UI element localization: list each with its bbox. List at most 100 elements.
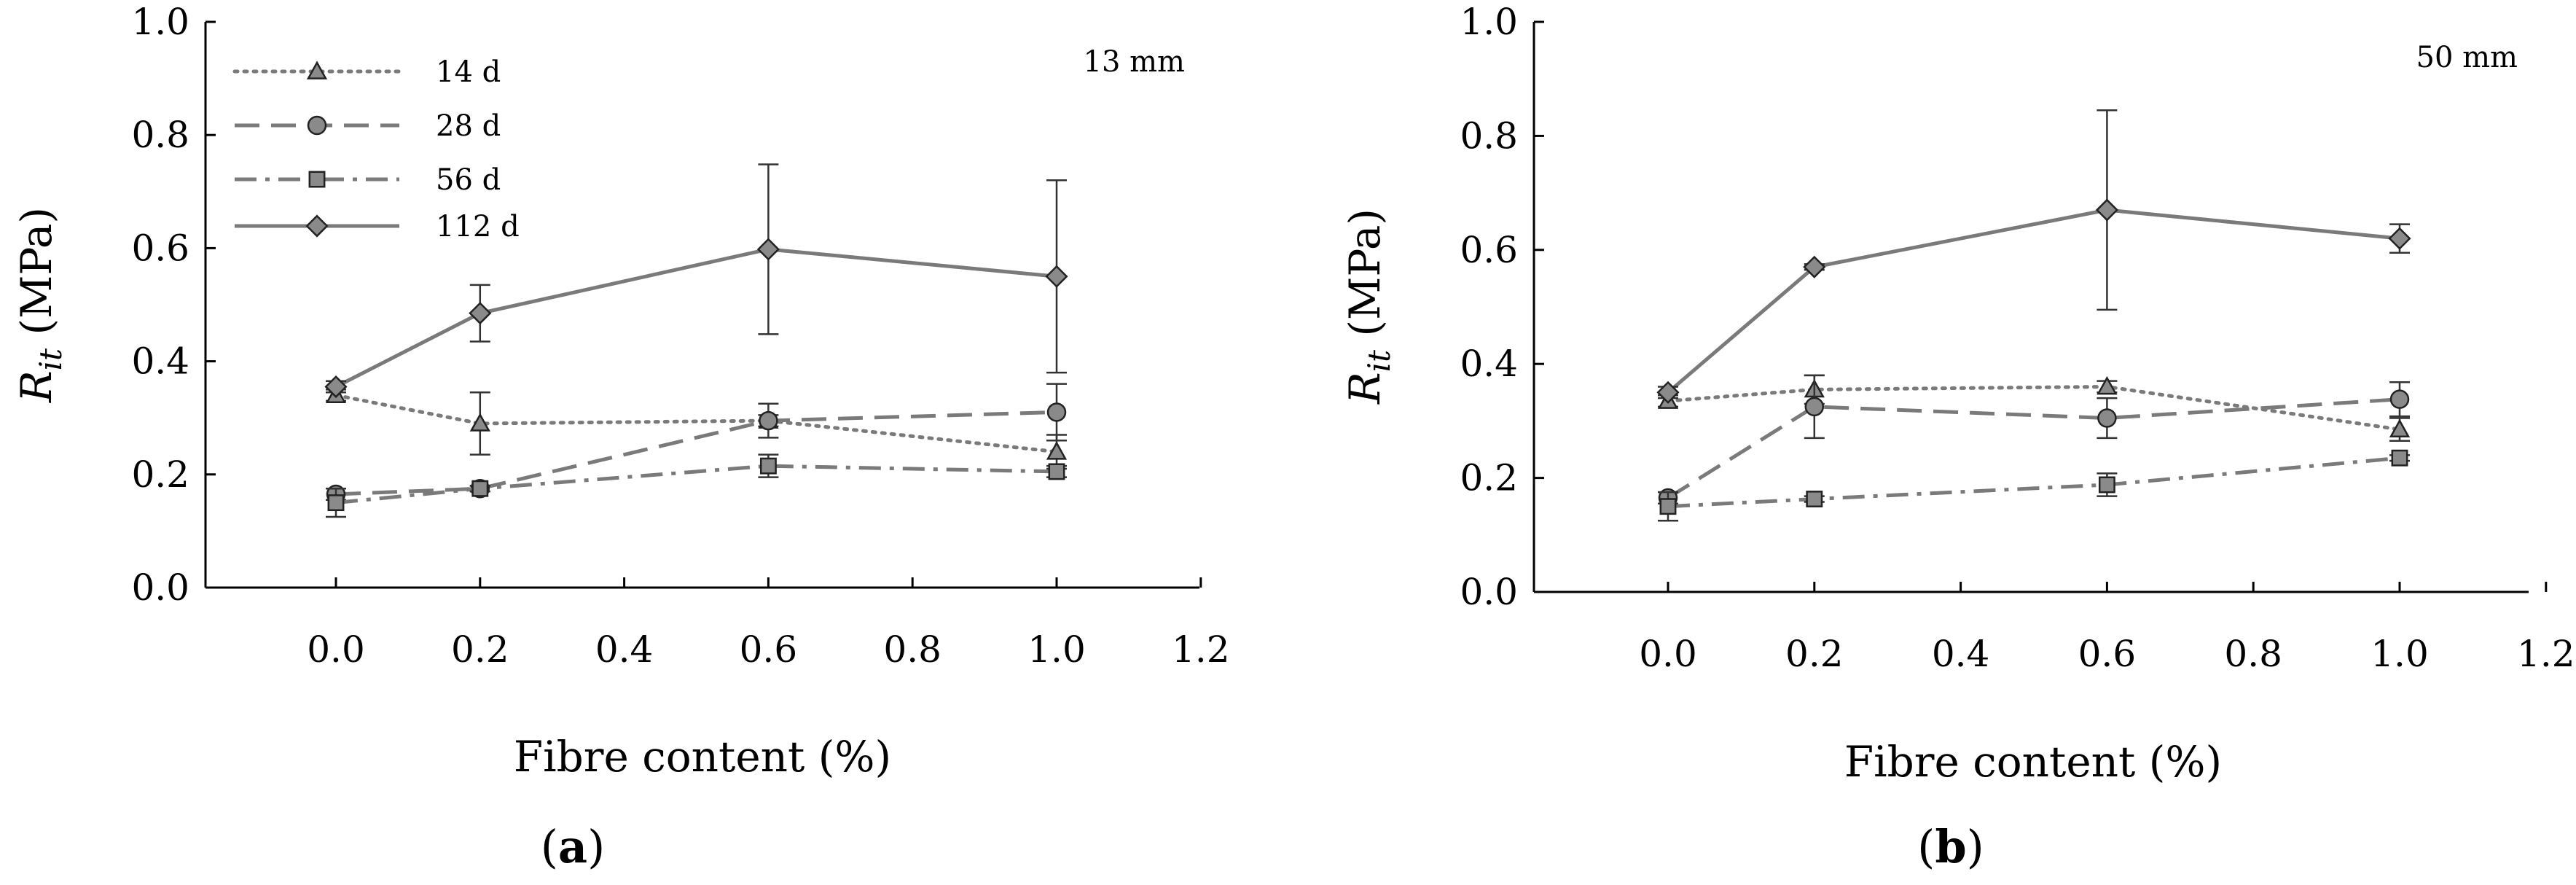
x-tick-label: 0.4	[1932, 633, 1990, 675]
x-tick-label: 0.4	[595, 628, 654, 671]
panel-label-letter: b	[1935, 820, 1966, 873]
x-ticks: 0.0 0.2 0.4 0.6 0.8 1.0 1.2	[1639, 582, 2575, 675]
y-axis-title-sub: it	[33, 348, 68, 370]
series-line	[335, 464, 1057, 505]
series-56-d	[326, 453, 1067, 518]
panel-label-open: (	[1917, 820, 1935, 873]
y-axis-title: Rit (MPa)	[1340, 208, 1397, 405]
x-tick-label: 0.2	[1785, 633, 1844, 675]
series-14-d	[1657, 374, 2411, 442]
series-28-d	[326, 383, 1067, 504]
data-point	[1045, 265, 1068, 288]
data-point	[759, 457, 777, 475]
panel-label: (a)	[541, 820, 606, 873]
series-14-d	[325, 384, 1068, 470]
data-point	[469, 302, 492, 325]
y-tick-label: 0.6	[131, 227, 189, 269]
data-point	[1659, 498, 1677, 515]
series-line	[334, 393, 1059, 454]
chart-annotation: 13 mm	[1084, 45, 1185, 79]
legend-entry: 28 d	[235, 109, 501, 143]
x-axis-title: Fibre content (%)	[1844, 737, 2222, 787]
x-ticks: 0.0 0.2 0.4 0.6 0.8 1.0 1.2	[307, 577, 1230, 671]
y-axis-title-main: R	[12, 370, 61, 403]
series-group	[324, 163, 1068, 518]
legend-label: 112 d	[436, 210, 520, 243]
series-line	[335, 410, 1057, 496]
legend-marker	[308, 171, 326, 188]
series-line	[334, 247, 1057, 389]
series-112-d	[1656, 109, 2411, 404]
data-point	[2389, 389, 2410, 409]
x-tick-label: 0.0	[307, 628, 365, 671]
data-point	[471, 480, 489, 497]
data-point	[2389, 418, 2411, 437]
legend-entry: 112 d	[235, 210, 520, 243]
data-point	[2391, 449, 2408, 467]
legend-marker	[307, 115, 327, 136]
series-group	[1656, 109, 2411, 522]
data-point	[469, 413, 490, 432]
x-tick-label: 1.2	[2517, 633, 2575, 675]
data-point	[324, 375, 348, 399]
data-point	[1804, 397, 1825, 417]
y-axis-title-main: R	[1340, 372, 1390, 405]
y-tick-label: 0.2	[131, 453, 189, 496]
y-tick-label: 1.0	[131, 1, 189, 43]
y-tick-label: 0.2	[1460, 457, 1518, 499]
x-tick-label: 1.2	[1172, 628, 1230, 671]
y-tick-label: 0.0	[131, 566, 189, 609]
data-point	[1656, 381, 1680, 404]
legend-marker	[306, 61, 328, 79]
data-point	[756, 238, 780, 261]
chart-annotation: 50 mm	[2416, 41, 2518, 74]
data-point	[306, 61, 328, 79]
y-axis-title: Rit (MPa)	[12, 207, 68, 403]
legend-entry: 14 d	[232, 55, 501, 89]
x-tick-label: 0.6	[2078, 633, 2137, 675]
series-line	[1667, 397, 2400, 500]
y-tick-label: 0.4	[1460, 343, 1518, 385]
x-axis-title: Fibre content (%)	[514, 732, 891, 781]
x-tick-label: 0.8	[883, 628, 941, 671]
chart-panel-b: 0.0 0.2 0.4 0.6 0.8 1.0 0.0 0.2 0.4 0.6 0.8 1.0 1.2…	[1340, 1, 2575, 873]
series-line	[1667, 208, 2400, 394]
data-point	[2097, 375, 2118, 395]
series-line	[1667, 456, 2400, 509]
y-axis-title-unit: (MPa)	[12, 207, 61, 348]
x-tick-label: 1.0	[1027, 628, 1086, 671]
legend-label: 28 d	[436, 109, 501, 143]
x-tick-label: 0.6	[740, 628, 798, 671]
panel-label-close: )	[587, 820, 605, 873]
data-point	[759, 410, 778, 431]
y-ticks: 0.0 0.2 0.4 0.6 0.8 1.0	[1460, 1, 1544, 613]
y-tick-label: 0.8	[1460, 114, 1518, 157]
data-point	[2098, 476, 2115, 494]
y-axis-title-unit: (MPa)	[1340, 208, 1390, 350]
data-point	[305, 214, 329, 238]
data-point	[1046, 441, 1068, 460]
panel-label-letter: a	[558, 820, 587, 873]
y-tick-label: 0.8	[131, 114, 189, 156]
legend-label: 14 d	[436, 55, 501, 89]
y-tick-label: 0.0	[1460, 571, 1518, 613]
data-point	[2388, 227, 2411, 250]
data-point	[1806, 491, 1823, 507]
legend-entry: 56 d	[235, 163, 501, 197]
data-point	[308, 171, 326, 188]
data-point	[2097, 408, 2117, 428]
legend: 14 d 28 d 56 d 112 d	[232, 55, 520, 243]
y-tick-label: 0.6	[1460, 229, 1518, 271]
data-point	[2095, 198, 2118, 222]
data-point	[1046, 402, 1067, 422]
y-ticks: 0.0 0.2 0.4 0.6 0.8 1.0	[131, 1, 216, 609]
x-tick-label: 0.2	[451, 628, 509, 671]
series-112-d	[324, 163, 1068, 399]
panel-label-close: )	[1967, 820, 1984, 873]
data-point	[1048, 463, 1065, 480]
series-56-d	[1658, 449, 2410, 522]
data-point	[327, 494, 345, 512]
x-tick-label: 1.0	[2371, 633, 2429, 675]
y-axis-title-sub: it	[1361, 350, 1397, 372]
